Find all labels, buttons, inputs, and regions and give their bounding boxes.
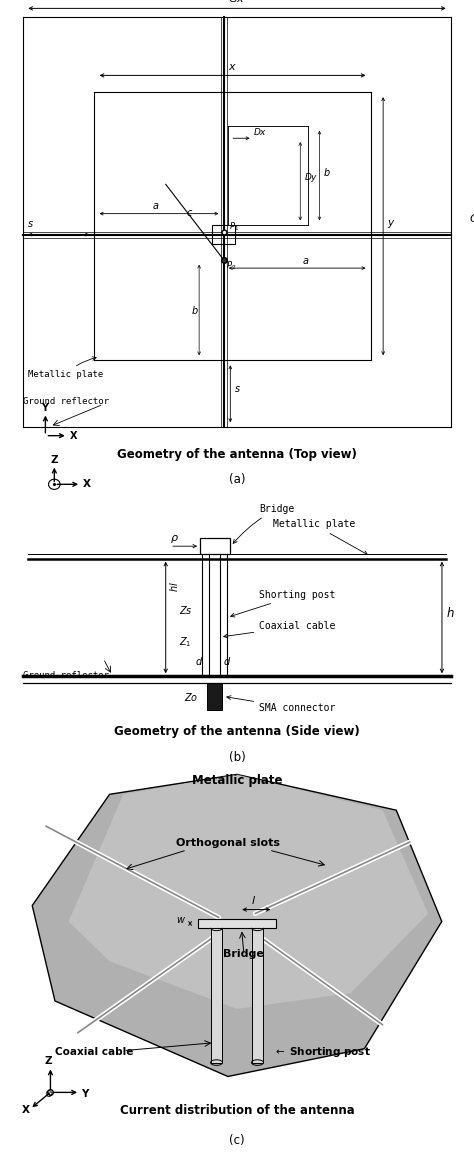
Text: Metallic plate: Metallic plate — [192, 774, 282, 787]
Text: $Z_1$: $Z_1$ — [179, 635, 191, 649]
Polygon shape — [69, 774, 428, 1009]
Text: $c$: $c$ — [186, 207, 193, 218]
Text: Y: Y — [82, 1089, 89, 1099]
Text: X: X — [83, 479, 91, 490]
Text: Current distribution of the antenna: Current distribution of the antenna — [119, 1105, 355, 1117]
Text: $s$: $s$ — [234, 384, 241, 394]
Polygon shape — [210, 927, 222, 1062]
Text: $Gy$: $Gy$ — [469, 212, 474, 226]
Text: $a$: $a$ — [301, 256, 309, 266]
Text: $l$: $l$ — [251, 894, 255, 905]
Text: $d$: $d$ — [223, 655, 231, 667]
Text: $w$: $w$ — [176, 916, 186, 925]
Polygon shape — [207, 683, 222, 710]
Polygon shape — [252, 927, 264, 1062]
Text: $Zo$: $Zo$ — [183, 690, 198, 703]
Text: Z: Z — [51, 455, 58, 464]
Text: $Dx$: $Dx$ — [253, 126, 267, 137]
Polygon shape — [198, 919, 276, 927]
Text: Bridge: Bridge — [223, 949, 264, 960]
Text: (c): (c) — [229, 1134, 245, 1147]
Text: $hl$: $hl$ — [168, 582, 180, 592]
Text: Bridge: Bridge — [233, 503, 294, 544]
Text: $\leftarrow$ Shorting post: $\leftarrow$ Shorting post — [273, 1045, 371, 1059]
Text: $d$: $d$ — [195, 655, 203, 667]
Text: Shorting post: Shorting post — [231, 590, 336, 617]
Text: Ground reflector: Ground reflector — [23, 672, 109, 680]
Text: $\rho$: $\rho$ — [170, 533, 179, 546]
Text: $P_1$: $P_1$ — [229, 220, 239, 233]
Text: Ground reflector: Ground reflector — [23, 397, 109, 407]
Text: SMA connector: SMA connector — [227, 696, 336, 713]
Text: Coaxial cable: Coaxial cable — [55, 1047, 133, 1056]
Text: $Gx$: $Gx$ — [228, 0, 246, 5]
Text: Coaxial cable: Coaxial cable — [224, 621, 336, 638]
Text: $\otimes$: $\otimes$ — [44, 1087, 53, 1099]
Text: $Zs$: $Zs$ — [179, 604, 193, 615]
Text: $b$: $b$ — [191, 304, 199, 316]
Text: Metallic plate: Metallic plate — [27, 357, 103, 379]
Polygon shape — [32, 774, 442, 1076]
Text: $h$: $h$ — [447, 606, 455, 621]
Text: (a): (a) — [229, 473, 245, 486]
Text: $P_2$: $P_2$ — [226, 260, 237, 272]
Text: $a$: $a$ — [152, 202, 160, 212]
Text: X: X — [22, 1105, 30, 1115]
Text: $Dy$: $Dy$ — [304, 170, 318, 183]
Text: Y: Y — [41, 402, 48, 412]
Text: Orthogonal slots: Orthogonal slots — [176, 838, 280, 848]
Text: $y$: $y$ — [387, 218, 395, 230]
Text: Metallic plate: Metallic plate — [273, 520, 367, 554]
Text: Geometry of the antenna (Side view): Geometry of the antenna (Side view) — [114, 726, 360, 738]
Text: Geometry of the antenna (Top view): Geometry of the antenna (Top view) — [117, 448, 357, 461]
Text: X: X — [70, 431, 77, 441]
Text: $b$: $b$ — [323, 166, 331, 177]
Text: (b): (b) — [228, 751, 246, 764]
Text: $s$: $s$ — [27, 219, 34, 229]
Text: Z: Z — [45, 1055, 53, 1066]
Text: $x$: $x$ — [228, 62, 237, 73]
